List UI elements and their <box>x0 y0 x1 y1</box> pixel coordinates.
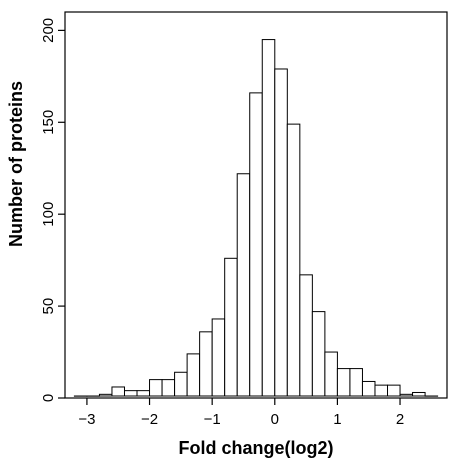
histogram-bar <box>211 318 226 397</box>
histogram-bar <box>399 393 414 397</box>
histogram-bar <box>123 390 138 397</box>
y-tick-label: 200 <box>40 18 57 43</box>
x-axis-title: Fold change(log2) <box>179 438 334 458</box>
histogram-bar <box>199 331 213 397</box>
x-tick-label: 2 <box>396 411 404 428</box>
y-axis: 0 50 100 150 200 <box>40 18 65 402</box>
histogram-bar <box>311 311 326 397</box>
histogram-bar <box>274 68 288 397</box>
histogram-bar <box>324 351 338 397</box>
histogram-bar <box>98 393 113 397</box>
x-tick-label: 1 <box>333 411 341 428</box>
y-tick-label: 0 <box>40 394 57 402</box>
y-tick-label: 150 <box>40 110 57 135</box>
histogram-bar <box>161 379 176 397</box>
histogram-bar <box>412 391 426 397</box>
histogram-bar <box>299 274 313 397</box>
histogram-bar <box>224 257 238 397</box>
histogram-bar <box>236 173 251 397</box>
x-tick-label: −2 <box>141 411 158 428</box>
histogram-bar <box>174 371 188 397</box>
y-tick-label: 100 <box>40 202 57 227</box>
y-tick-label: 50 <box>40 298 57 315</box>
histogram-bar <box>261 39 276 397</box>
histogram-bar <box>349 368 363 397</box>
histogram-bar <box>136 390 151 397</box>
histogram-bar <box>186 353 201 397</box>
histogram-bar <box>374 384 389 397</box>
histogram-bar <box>149 379 163 397</box>
x-tick-label: 0 <box>271 411 279 428</box>
x-tick-label: −1 <box>204 411 221 428</box>
histogram-bar <box>387 384 401 397</box>
histogram-bar <box>361 380 376 397</box>
y-axis-title: Number of proteins <box>6 81 26 247</box>
histogram-bar <box>286 123 301 397</box>
x-tick-label: −3 <box>78 411 95 428</box>
x-axis: −3 −2 −1 0 1 2 <box>78 398 404 428</box>
bars-group <box>73 39 439 397</box>
plot-frame <box>64 11 448 399</box>
histogram-bar <box>249 92 263 397</box>
histogram-bar <box>336 368 351 397</box>
histogram-bar <box>111 386 125 397</box>
